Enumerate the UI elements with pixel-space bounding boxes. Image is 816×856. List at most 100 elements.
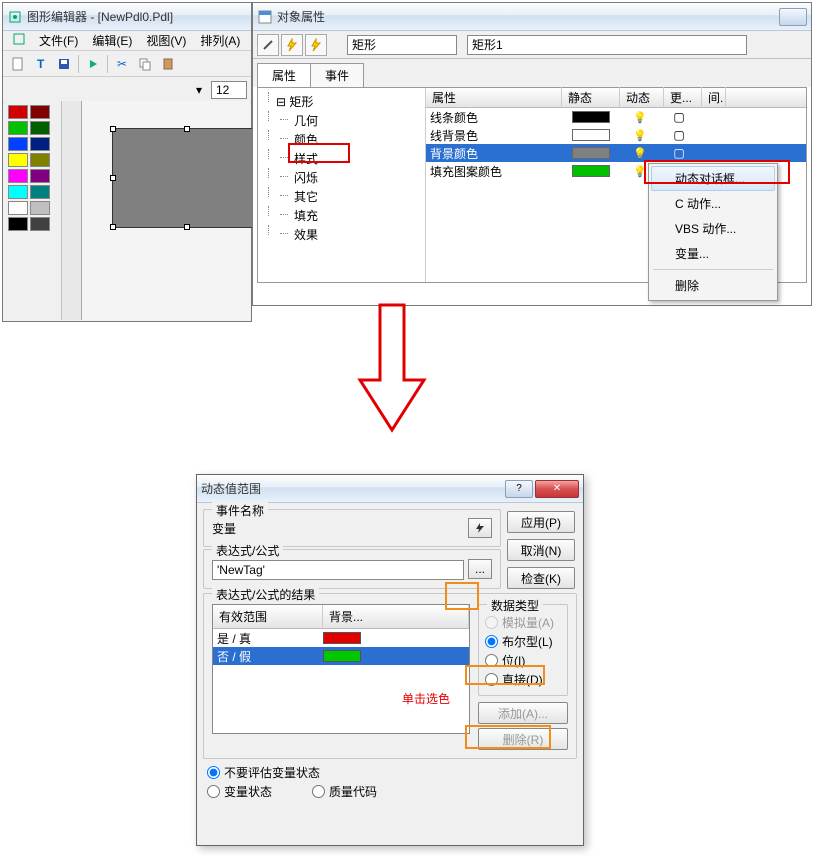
palette-swatch[interactable] [8, 105, 28, 119]
tool-save[interactable] [53, 53, 75, 75]
eval-quality[interactable]: 质量代码 [312, 782, 377, 801]
editor-menubar: 文件(F) 编辑(E) 视图(V) 排列(A) [3, 31, 251, 51]
datatype-label: 数据类型 [487, 597, 543, 614]
palette-swatch[interactable] [8, 137, 28, 151]
eval-var-state[interactable]: 变量状态 [207, 782, 272, 801]
palette-swatch[interactable] [30, 153, 50, 167]
property-row[interactable]: 背景颜色💡▢ [426, 144, 806, 162]
properties-titlebar: 对象属性 [253, 3, 811, 31]
tree-item[interactable]: 效果 [262, 225, 421, 244]
tool-new[interactable] [7, 53, 29, 75]
prop-tool-lightning1[interactable] [281, 34, 303, 56]
col-more: 更... [664, 87, 702, 108]
datatype-option[interactable]: 布尔型(L) [485, 632, 561, 651]
properties-tree: ⊟ 矩形 几何颜色样式闪烁其它填充效果 [258, 88, 426, 282]
palette-swatch[interactable] [30, 169, 50, 183]
zoom-value[interactable]: 12 [211, 81, 247, 99]
object-name-dropdown[interactable]: 矩形1 [467, 35, 747, 55]
dynamic-value-range-dialog: 动态值范围 ? ✕ 事件名称 变量 表达式/公式 ... [196, 474, 584, 846]
remove-button[interactable]: 删除(R) [478, 728, 568, 750]
palette-swatch[interactable] [8, 153, 28, 167]
results-col-range: 有效范围 [213, 605, 323, 628]
add-button[interactable]: 添加(A)... [478, 702, 568, 724]
tree-item[interactable]: 样式 [262, 149, 421, 168]
results-col-bg: 背景... [323, 605, 469, 628]
svg-text:T: T [37, 57, 45, 71]
menu-view[interactable]: 视图(V) [140, 30, 192, 51]
property-row[interactable]: 线背景色💡▢ [426, 126, 806, 144]
palette-swatch[interactable] [8, 217, 28, 231]
color-palette [4, 101, 62, 320]
prop-tool-lightning2[interactable] [305, 34, 327, 56]
eval-none[interactable]: 不要评估变量状态 [207, 763, 573, 782]
apply-button[interactable]: 应用(P) [507, 511, 575, 533]
col-interval: 间. [702, 87, 726, 108]
cancel-button[interactable]: 取消(N) [507, 539, 575, 561]
tree-item[interactable]: 填充 [262, 206, 421, 225]
tab-properties[interactable]: 属性 [257, 63, 311, 87]
result-row[interactable]: 否 / 假 [213, 647, 469, 665]
dialog-title: 动态值范围 [201, 480, 261, 497]
dialog-titlebar[interactable]: 动态值范围 ? ✕ [197, 475, 583, 503]
palette-swatch[interactable] [8, 201, 28, 215]
tool-play[interactable] [82, 53, 104, 75]
check-button[interactable]: 检查(K) [507, 567, 575, 589]
editor-app-icon [7, 9, 23, 25]
menu-arrange[interactable]: 排列(A) [194, 30, 246, 51]
ctx-dynamic-dialog[interactable]: 动态对话框... [651, 166, 775, 191]
tab-events[interactable]: 事件 [310, 63, 364, 87]
palette-swatch[interactable] [30, 105, 50, 119]
expression-label: 表达式/公式 [212, 542, 283, 559]
svg-text:✂: ✂ [117, 57, 127, 71]
property-row[interactable]: 线条颜色💡▢ [426, 108, 806, 126]
tool-copy[interactable] [134, 53, 156, 75]
expression-group: 表达式/公式 ... [203, 549, 501, 589]
object-type-dropdown[interactable]: 矩形 [347, 35, 457, 55]
menu-file[interactable]: 文件(F) [33, 30, 84, 51]
editor-titlebar: 图形编辑器 - [NewPdl0.Pdl] [3, 3, 251, 31]
palette-swatch[interactable] [30, 137, 50, 151]
palette-swatch[interactable] [8, 121, 28, 135]
palette-swatch[interactable] [30, 201, 50, 215]
palette-swatch[interactable] [8, 185, 28, 199]
dialog-close-button[interactable]: ✕ [535, 480, 579, 498]
tool-zoom-out[interactable]: ▾ [188, 79, 210, 101]
tool-paste[interactable] [157, 53, 179, 75]
editor-menu-icon [7, 31, 31, 50]
palette-swatch[interactable] [30, 217, 50, 231]
results-table: 有效范围 背景... 是 / 真否 / 假 [212, 604, 470, 734]
expression-browse-button[interactable]: ... [468, 559, 492, 579]
tree-item[interactable]: 几何 [262, 111, 421, 130]
properties-toolbar: 矩形 矩形1 [253, 31, 811, 59]
col-static: 静态 [562, 87, 620, 108]
tree-item[interactable]: 闪烁 [262, 168, 421, 187]
tree-root[interactable]: ⊟ 矩形 [262, 92, 421, 111]
result-row[interactable]: 是 / 真 [213, 629, 469, 647]
tool-cut[interactable]: ✂ [111, 53, 133, 75]
palette-swatch[interactable] [8, 169, 28, 183]
expression-input[interactable] [212, 560, 464, 580]
ctx-variable[interactable]: 变量... [651, 241, 775, 266]
ctx-c-action[interactable]: C 动作... [651, 191, 775, 216]
col-dynamic: 动态 [620, 87, 664, 108]
ctx-delete[interactable]: 删除 [651, 273, 775, 298]
datatype-option[interactable]: 位(I) [485, 651, 561, 670]
menu-edit[interactable]: 编辑(E) [86, 30, 138, 51]
selected-rectangle[interactable] [112, 128, 262, 228]
tool-text[interactable]: T [30, 53, 52, 75]
event-name-browse-button[interactable] [468, 518, 492, 538]
properties-minimize[interactable] [779, 8, 807, 26]
results-group: 表达式/公式的结果 有效范围 背景... 是 / 真否 / 假 数据类型 模拟量… [203, 593, 577, 759]
ctx-vbs-action[interactable]: VBS 动作... [651, 216, 775, 241]
editor-title: 图形编辑器 - [NewPdl0.Pdl] [27, 8, 173, 25]
palette-swatch[interactable] [30, 121, 50, 135]
tree-item[interactable]: 颜色 [262, 130, 421, 149]
datatype-group: 数据类型 模拟量(A)布尔型(L)位(I)直接(D) [478, 604, 568, 696]
palette-swatch[interactable] [30, 185, 50, 199]
properties-tabs: 属性 事件 [253, 59, 811, 87]
editor-toolbar2: ▾ 12 [3, 77, 251, 103]
datatype-option[interactable]: 直接(D) [485, 670, 561, 689]
prop-tool-pipette[interactable] [257, 34, 279, 56]
dialog-help-button[interactable]: ? [505, 480, 533, 498]
tree-item[interactable]: 其它 [262, 187, 421, 206]
